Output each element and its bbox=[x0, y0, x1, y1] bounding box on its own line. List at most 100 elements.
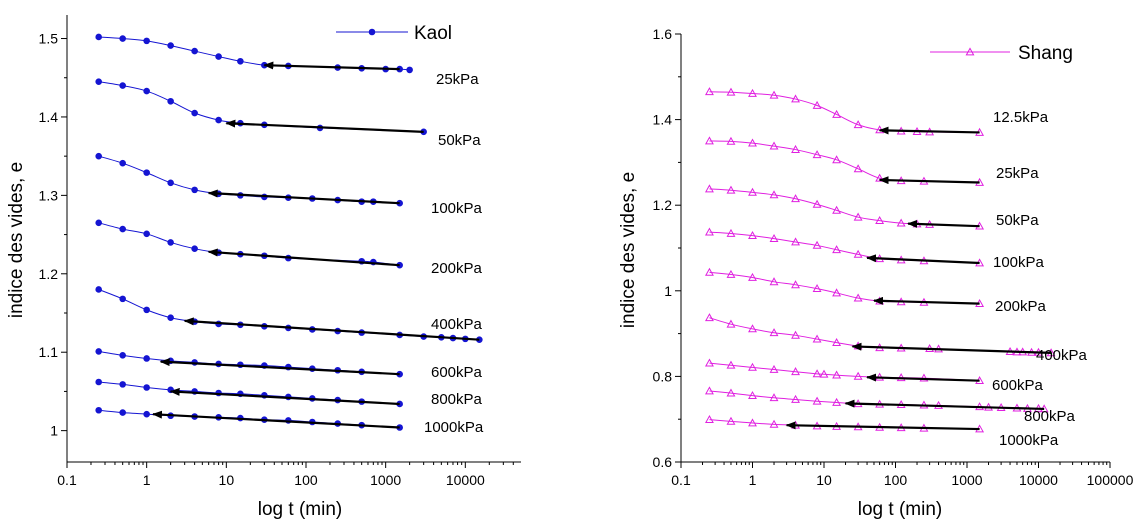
data-point bbox=[812, 396, 822, 405]
y-tick-label: 1.3 bbox=[39, 187, 59, 203]
x-tick-label: 1 bbox=[143, 472, 151, 488]
data-point bbox=[143, 384, 150, 391]
data-point bbox=[853, 120, 863, 129]
data-point bbox=[119, 295, 126, 303]
y-tick-label: 1.2 bbox=[653, 197, 673, 213]
data-point bbox=[119, 409, 126, 416]
pressure-label: 600kPa bbox=[992, 377, 1044, 394]
slope-arrow bbox=[872, 296, 980, 305]
x-axis-label: log t (min) bbox=[258, 499, 342, 520]
y-tick-label: 1.5 bbox=[39, 31, 59, 47]
data-point bbox=[832, 245, 842, 254]
data-point bbox=[812, 240, 822, 249]
series-line bbox=[709, 188, 980, 227]
series-line bbox=[98, 289, 480, 341]
series-200kPa: 200kPa bbox=[705, 267, 1047, 315]
data-point bbox=[726, 416, 736, 425]
data-point bbox=[143, 169, 150, 176]
data-point bbox=[143, 37, 150, 45]
data-point bbox=[705, 267, 714, 276]
y-tick-label: 1 bbox=[50, 423, 58, 439]
data-point bbox=[832, 205, 842, 214]
data-point bbox=[748, 324, 757, 333]
y-tick-label: 1.4 bbox=[653, 112, 673, 128]
pressure-label: 400kPa bbox=[1036, 347, 1088, 364]
pressure-label: 25kPa bbox=[996, 165, 1039, 182]
shang-panel: 0.1 1 10 100 1000 10000 100000 0.6 0.8 1 1.2 1.4 1.6… bbox=[618, 26, 1134, 520]
slope-arrow bbox=[844, 399, 1045, 411]
data-point bbox=[769, 419, 779, 428]
data-point bbox=[705, 313, 714, 322]
slope-arrow bbox=[866, 373, 980, 382]
series-100kPa: 100kPa bbox=[705, 227, 1045, 271]
series-25kPa: 25kPa bbox=[705, 136, 1039, 186]
data-point bbox=[705, 386, 714, 395]
y-tick-label: 1.2 bbox=[39, 266, 59, 282]
data-point bbox=[875, 215, 885, 224]
pressure-label: 25kPa bbox=[436, 71, 479, 88]
data-point bbox=[791, 144, 800, 153]
y-tick-label: 0.6 bbox=[653, 454, 673, 470]
data-point bbox=[726, 228, 736, 237]
data-point bbox=[191, 109, 198, 117]
data-point bbox=[812, 150, 822, 159]
data-point bbox=[812, 334, 822, 343]
slope-arrow bbox=[866, 254, 980, 265]
pressure-label: 200kPa bbox=[995, 298, 1047, 315]
series-50kPa: 50kPa bbox=[705, 184, 1039, 230]
y-axis-label: indice des vides, e bbox=[618, 172, 639, 328]
data-point bbox=[726, 87, 736, 96]
kaol-panel: 0.1 1 10 100 1000 10000 1 1.1 1.2 1.3 1.4 1.5 log t … bbox=[6, 15, 521, 520]
legend: Kaol bbox=[336, 23, 452, 44]
series-400kPa: 400kPa bbox=[705, 313, 1088, 364]
data-point bbox=[167, 97, 174, 105]
data-point bbox=[705, 184, 714, 193]
data-point bbox=[832, 109, 842, 118]
data-point bbox=[791, 330, 800, 339]
data-point bbox=[726, 185, 736, 194]
data-point bbox=[769, 190, 779, 199]
data-point bbox=[791, 394, 800, 403]
pressure-label: 50kPa bbox=[438, 132, 481, 149]
data-point bbox=[748, 187, 757, 196]
x-tick-label: 10 bbox=[816, 472, 832, 488]
data-point bbox=[167, 239, 174, 246]
data-point bbox=[919, 373, 929, 382]
data-point bbox=[95, 219, 103, 227]
data-point bbox=[853, 164, 863, 173]
series-600kPa: 600kPa bbox=[95, 348, 483, 381]
data-point bbox=[769, 90, 779, 99]
pressure-label: 800kPa bbox=[1024, 408, 1076, 425]
data-point bbox=[705, 136, 714, 145]
data-point bbox=[832, 337, 842, 346]
data-point bbox=[95, 406, 103, 414]
data-point bbox=[832, 370, 842, 379]
data-point bbox=[726, 319, 736, 328]
slope-arrow bbox=[183, 317, 480, 341]
x-axis-label: log t (min) bbox=[858, 499, 942, 520]
data-point bbox=[769, 141, 779, 150]
data-point bbox=[748, 362, 757, 371]
data-point bbox=[167, 42, 174, 49]
x-tick-label: 1000 bbox=[951, 472, 982, 488]
data-point bbox=[832, 288, 842, 297]
slope-arrow bbox=[263, 61, 400, 71]
legend-marker bbox=[965, 47, 975, 56]
data-point bbox=[95, 78, 103, 85]
slope-arrow bbox=[851, 342, 1052, 354]
data-point bbox=[143, 410, 150, 418]
slope-arrow bbox=[169, 387, 400, 406]
x-tick-label: 1000 bbox=[370, 472, 401, 488]
series-12.5kPa: 12.5kPa bbox=[705, 87, 1049, 136]
data-point bbox=[215, 116, 222, 124]
series-line bbox=[709, 362, 980, 382]
pressure-label: 400kPa bbox=[431, 316, 483, 333]
data-point bbox=[143, 355, 150, 362]
legend: Shang bbox=[930, 43, 1073, 64]
data-point bbox=[95, 152, 103, 160]
data-point bbox=[237, 57, 244, 65]
data-point bbox=[748, 391, 757, 400]
data-point bbox=[748, 418, 757, 427]
data-point bbox=[95, 286, 103, 293]
pressure-label: 800kPa bbox=[431, 391, 483, 408]
